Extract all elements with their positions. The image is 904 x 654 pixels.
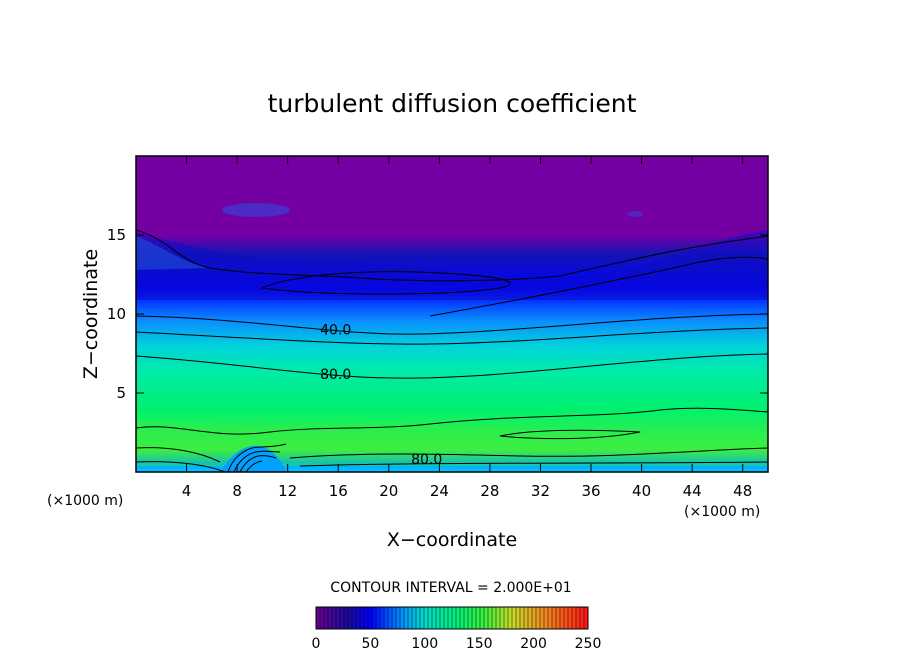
contour-lines [136, 229, 768, 472]
x-tick-label: 4 [182, 482, 192, 500]
contour-line [136, 447, 221, 463]
contour-labels: 40.0 80.0 80.0 [320, 323, 442, 469]
lower-green-region [136, 420, 768, 466]
contour-line [289, 447, 768, 459]
contour-label: 40.0 [320, 323, 351, 339]
contour-line [233, 450, 281, 472]
contour-line [136, 407, 768, 435]
colorbar-tick-label: 50 [361, 636, 379, 652]
x-tick-label: 24 [430, 482, 449, 500]
contour-line [429, 256, 768, 317]
x-axis-label: X−coordinate [387, 529, 517, 551]
mountain-feature [220, 445, 286, 472]
y-tick-label: 5 [116, 384, 126, 402]
x-unit-left: (×1000 m) [47, 493, 123, 509]
x-tick-label: 8 [232, 482, 242, 500]
plot-area: 40.0 80.0 80.0 [136, 156, 768, 472]
x-tick-label: 12 [278, 482, 297, 500]
upper-left-patch [136, 236, 210, 270]
x-tick-label: 20 [379, 482, 398, 500]
contour-interval-text: CONTOUR INTERVAL = 2.000E+01 [330, 580, 571, 596]
x-tick-label: 44 [683, 482, 702, 500]
colorbar-tick-label: 250 [575, 636, 602, 652]
contour-line [136, 313, 768, 335]
contour-line [136, 461, 226, 472]
y-axis-ticks: 5 10 15 [107, 226, 768, 402]
x-tick-label: 48 [733, 482, 752, 500]
upper-blue-band [136, 230, 768, 300]
contour-line [136, 353, 768, 379]
colorbar-tick-label: 200 [520, 636, 547, 652]
y-tick-label: 15 [107, 226, 126, 244]
contour-line [136, 327, 768, 345]
x-tick-label: 40 [632, 482, 651, 500]
chart-title: turbulent diffusion coefficient [268, 89, 637, 118]
colorbar-ticks: 0 50 100 150 200 250 [312, 636, 602, 652]
contour-line [260, 271, 511, 295]
y-axis-label: Z−coordinate [80, 249, 102, 379]
colorbar-frame [315, 606, 589, 630]
contour-line [245, 460, 263, 472]
colorbar-lines [319, 607, 585, 629]
contour-label: 80.0 [411, 452, 442, 468]
contour-label: 80.0 [320, 367, 351, 383]
x-tick-label: 32 [531, 482, 550, 500]
upper-right-patch [627, 211, 643, 217]
x-tick-label: 28 [480, 482, 499, 500]
y-tick-label: 10 [107, 305, 126, 323]
colorbar-tick-label: 0 [312, 636, 321, 652]
contour-line [499, 429, 641, 440]
x-tick-label: 16 [329, 482, 348, 500]
colorbar-tick-label: 100 [411, 636, 438, 652]
upper-purple-patch [222, 203, 290, 217]
contour-line [299, 461, 768, 467]
x-unit-right: (×1000 m) [684, 504, 760, 520]
contour-line [227, 443, 287, 472]
x-axis-ticks: 4 8 12 16 20 24 28 32 36 40 44 48 [182, 156, 752, 500]
x-tick-label: 36 [581, 482, 600, 500]
colorbar: 0 50 100 150 200 250 [312, 606, 602, 652]
contour-line [239, 455, 277, 472]
colorbar-tick-label: 150 [466, 636, 493, 652]
contour-line [559, 235, 768, 277]
